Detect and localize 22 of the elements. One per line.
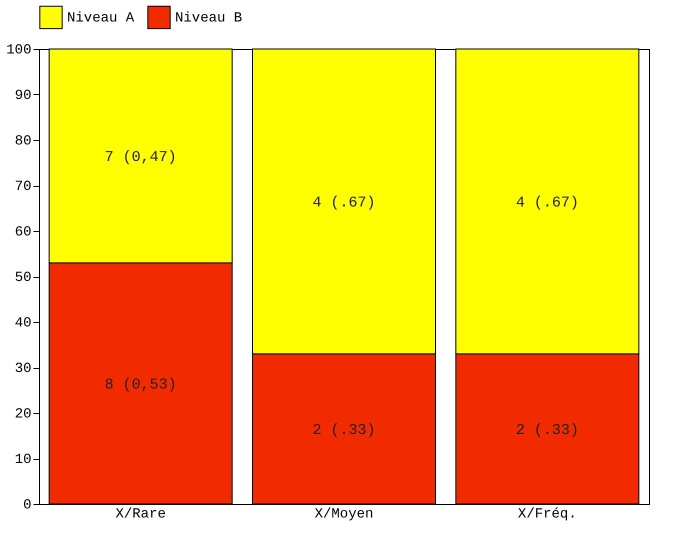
y-tick-label: 80 <box>14 134 32 150</box>
y-tick-label: 90 <box>14 88 32 104</box>
x-tick-label: X/Moyen <box>314 506 374 522</box>
annotation: 2 (.33) <box>312 422 376 439</box>
x-tick-label: X/Fréq. <box>518 506 577 522</box>
annotation: 2 (.33) <box>516 422 579 439</box>
annotation: 7 (0,47) <box>104 148 177 166</box>
legend-label: Niveau B <box>175 10 242 26</box>
x-tick-label: X/Rare <box>115 506 166 522</box>
y-tick-label: 20 <box>14 406 32 422</box>
y-tick-label: 0 <box>23 498 32 514</box>
y-tick-label: 30 <box>14 361 32 377</box>
y-tick-label: 100 <box>6 42 32 58</box>
y-tick-label: 70 <box>14 179 32 195</box>
y-tick-label: 40 <box>14 316 32 332</box>
y-tick-label: 10 <box>14 452 32 468</box>
y-tick-label: 60 <box>14 224 32 240</box>
annotation: 4 (.67) <box>312 194 376 212</box>
legend-label: Niveau A <box>67 10 135 26</box>
annotation: 8 (0,53) <box>104 376 177 394</box>
annotation: 4 (.67) <box>516 194 579 212</box>
y-tick-label: 50 <box>14 270 32 286</box>
